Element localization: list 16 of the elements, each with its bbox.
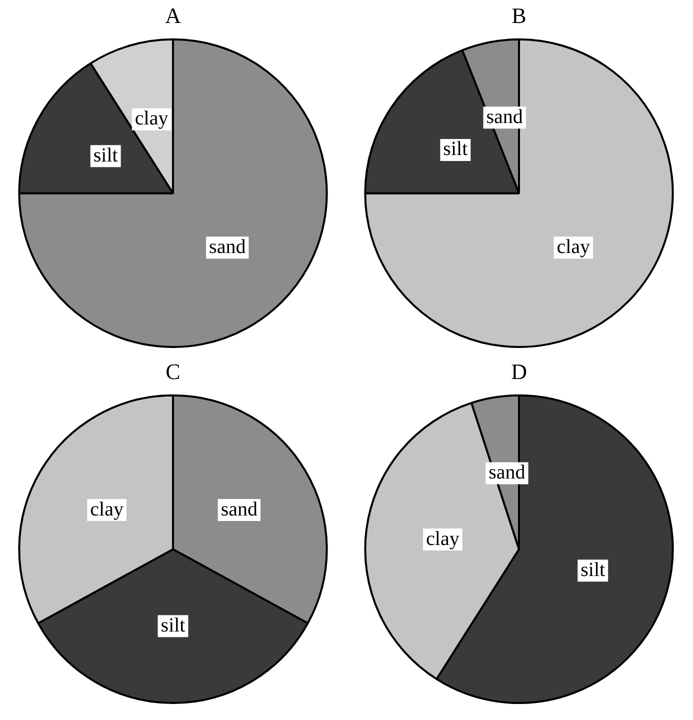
slice-label: silt: [93, 144, 118, 166]
chart-title: A: [165, 2, 182, 28]
slice-label: clay: [90, 498, 124, 520]
slice-label: clay: [426, 528, 460, 550]
slice-label: sand: [220, 498, 258, 520]
chart-title: B: [512, 2, 526, 28]
slice-label: sand: [209, 236, 246, 258]
slice-label: clay: [134, 108, 168, 130]
slice-label: silt: [160, 614, 186, 636]
chart-title: D: [511, 358, 527, 384]
slice-label: silt: [443, 138, 468, 160]
slice-label: clay: [556, 236, 590, 258]
slice-label: sand: [488, 461, 526, 484]
slice-label: sand: [486, 106, 523, 128]
slice-label: silt: [580, 558, 606, 581]
chart-title: C: [166, 358, 180, 384]
